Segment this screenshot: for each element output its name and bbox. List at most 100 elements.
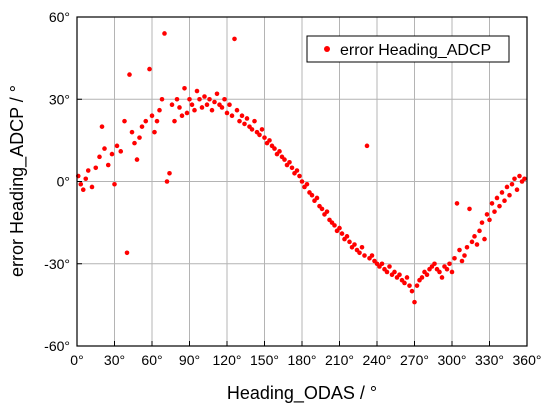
- data-point: [282, 157, 287, 162]
- data-point: [272, 146, 277, 151]
- data-point: [347, 239, 352, 245]
- data-point: [239, 113, 245, 118]
- data-point: [444, 266, 450, 272]
- data-point: [362, 253, 367, 258]
- data-point: [184, 110, 190, 116]
- data-point: [457, 247, 462, 253]
- data-point: [497, 203, 502, 209]
- x-tick-label: 90°: [179, 352, 200, 368]
- y-axis-title: error Heading_ADCP / °: [7, 85, 28, 277]
- data-point: [137, 135, 142, 140]
- data-point: [124, 250, 130, 256]
- data-point: [105, 162, 111, 168]
- data-point: [387, 264, 392, 269]
- data-point: [154, 118, 160, 124]
- data-point: [262, 135, 267, 140]
- data-point: [159, 96, 165, 102]
- x-tick-label: 240°: [363, 352, 392, 368]
- data-point: [224, 110, 230, 116]
- data-point: [344, 234, 350, 239]
- data-point: [214, 91, 220, 97]
- data-point: [202, 94, 207, 99]
- data-point: [474, 242, 480, 247]
- data-point: [122, 118, 127, 124]
- data-point: [357, 250, 362, 256]
- y-tick-label: 30°: [49, 91, 70, 107]
- data-point: [469, 239, 475, 245]
- data-point: [277, 149, 282, 154]
- data-point: [219, 105, 225, 110]
- data-point: [232, 36, 237, 42]
- data-point: [109, 151, 115, 157]
- data-point: [299, 179, 305, 184]
- data-point: [487, 217, 492, 223]
- data-point: [517, 173, 522, 179]
- data-point: [364, 143, 370, 149]
- x-tick-label: 180°: [288, 352, 317, 368]
- data-point: [93, 165, 99, 171]
- data-point: [379, 261, 385, 267]
- data-point: [207, 96, 212, 102]
- data-point: [212, 99, 217, 105]
- data-point: [189, 102, 195, 108]
- data-point: [244, 116, 250, 121]
- data-point: [80, 187, 86, 193]
- data-point: [114, 143, 120, 149]
- data-point: [287, 160, 292, 165]
- data-point: [339, 231, 345, 236]
- data-point: [332, 223, 337, 228]
- data-point: [499, 190, 505, 195]
- data-point: [294, 168, 300, 173]
- data-point: [83, 176, 89, 182]
- data-point: [134, 157, 140, 162]
- data-point: [112, 181, 117, 187]
- data-point: [512, 176, 517, 182]
- data-point: [222, 96, 227, 102]
- data-point: [132, 140, 137, 146]
- legend: error Heading_ADCP: [306, 35, 510, 63]
- data-points: [75, 31, 527, 305]
- data-point: [319, 206, 325, 212]
- x-tick-label: 300°: [438, 352, 467, 368]
- x-axis-ticks: 0° 30° 60° 90° 120° 150° 180° 210° 240° 270° 300° 3…: [70, 341, 541, 368]
- x-axis-title: Heading_ODAS / °: [227, 383, 377, 404]
- data-point: [234, 107, 240, 113]
- data-point: [449, 269, 455, 275]
- data-point: [129, 129, 135, 135]
- data-point: [424, 272, 430, 278]
- data-point: [199, 105, 205, 110]
- x-tick-label: 120°: [213, 352, 242, 368]
- data-point: [164, 179, 170, 184]
- data-point: [204, 102, 210, 108]
- x-tick-label: 60°: [141, 352, 162, 368]
- data-point: [502, 198, 507, 203]
- data-point: [507, 192, 512, 198]
- data-point: [229, 113, 235, 118]
- data-point: [452, 255, 457, 261]
- x-tick-label: 30°: [104, 352, 125, 368]
- x-tick-label: 0°: [70, 352, 83, 368]
- data-point: [289, 165, 295, 171]
- data-point: [147, 66, 152, 72]
- data-point: [179, 113, 185, 118]
- data-point: [482, 236, 487, 242]
- data-point: [162, 31, 167, 36]
- legend-label: error Heading_ADCP: [340, 42, 491, 59]
- data-point: [324, 209, 330, 214]
- x-tick-label: 150°: [250, 352, 279, 368]
- data-point: [437, 269, 442, 275]
- data-point: [304, 181, 310, 187]
- data-point: [89, 184, 95, 190]
- y-tick-label: -60°: [44, 338, 70, 354]
- data-point: [369, 253, 375, 258]
- data-point: [509, 181, 515, 187]
- data-point: [78, 181, 84, 187]
- grid-lines: [77, 17, 527, 346]
- data-point: [462, 253, 467, 258]
- data-point: [252, 118, 257, 124]
- data-point: [197, 96, 202, 102]
- data-point: [454, 201, 460, 206]
- data-point: [237, 118, 242, 124]
- data-point: [472, 234, 477, 239]
